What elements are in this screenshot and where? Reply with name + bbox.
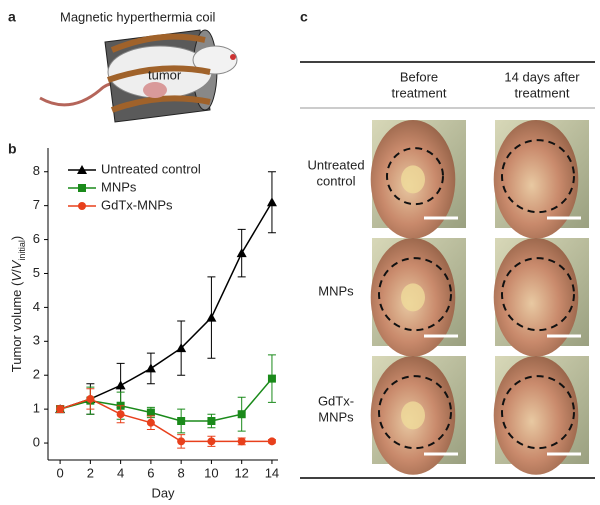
marker: [236, 248, 247, 258]
marker: [177, 417, 186, 425]
marker: [207, 417, 216, 425]
y-axis-label-part: /: [9, 269, 24, 273]
marker: [116, 410, 125, 419]
marker: [237, 410, 246, 419]
photo-tumor: [493, 356, 579, 475]
row-label: control: [316, 173, 355, 188]
x-axis-label: Day: [151, 485, 175, 500]
y-tick-label: 6: [33, 231, 40, 246]
x-tick-label: 10: [204, 465, 218, 480]
legend-label: MNPs: [101, 179, 137, 194]
y-axis-label-part: initial: [17, 240, 27, 261]
x-tick-label: 2: [87, 465, 94, 480]
photo-nodule: [401, 401, 425, 430]
marker: [206, 312, 217, 322]
column-header: treatment: [392, 85, 447, 100]
y-axis-label-part: V: [9, 272, 24, 282]
marker: [207, 437, 216, 446]
column-header: treatment: [515, 85, 570, 100]
x-tick-label: 0: [56, 465, 63, 480]
marker: [146, 408, 155, 417]
marker: [267, 437, 276, 446]
panel-label: b: [8, 141, 17, 157]
row-label: Untreated: [307, 157, 364, 172]
series-line: [59, 201, 273, 410]
legend-label: GdTx-MNPs: [101, 197, 173, 212]
panel-label: c: [300, 9, 308, 25]
marker: [177, 437, 186, 446]
column-header: Before: [400, 69, 438, 84]
y-axis-label-part: V: [9, 259, 24, 269]
marker: [77, 165, 87, 174]
column-header: 14 days after: [504, 69, 580, 84]
tumor-outline: [378, 375, 452, 450]
y-tick-label: 0: [33, 434, 40, 449]
marker: [86, 394, 95, 403]
panel-label: a: [8, 9, 16, 25]
tumor-outline: [501, 139, 575, 214]
x-tick-label: 4: [117, 465, 124, 480]
x-tick-label: 14: [265, 465, 279, 480]
y-axis-label: Tumor volume (V/Vinitial): [9, 236, 27, 372]
y-tick-label: 3: [33, 333, 40, 348]
marker: [78, 202, 86, 210]
legend-label: Untreated control: [101, 161, 201, 176]
y-axis-label-part: ): [9, 236, 24, 240]
tumor-outline: [501, 375, 575, 450]
y-tick-label: 2: [33, 367, 40, 382]
y-tick-label: 7: [33, 197, 40, 212]
photo-nodule: [401, 283, 425, 312]
photo-tumor: [493, 238, 579, 357]
photo-nodule: [401, 165, 425, 194]
y-tick-label: 1: [33, 401, 40, 416]
tumor-outline: [378, 257, 452, 332]
row-label: MNPs: [318, 409, 354, 424]
tumor-outline: [386, 147, 444, 206]
y-axis-label-part: Tumor volume (: [9, 281, 24, 372]
y-tick-label: 8: [33, 163, 40, 178]
row-label: GdTx-: [318, 393, 354, 408]
marker: [176, 343, 187, 353]
x-tick-label: 8: [178, 465, 185, 480]
marker: [56, 405, 65, 414]
marker: [146, 418, 155, 427]
photo-tumor: [493, 119, 579, 239]
coil-illustration: [39, 29, 238, 123]
series-line: [59, 398, 272, 443]
marker: [266, 197, 277, 207]
x-tick-label: 12: [234, 465, 248, 480]
y-tick-label: 4: [33, 299, 40, 314]
marker: [267, 374, 276, 383]
marker: [78, 184, 86, 192]
marker: [237, 437, 246, 446]
tumor-outline: [501, 257, 575, 332]
y-tick-label: 5: [33, 265, 40, 280]
illustration-title: Magnetic hyperthermia coil: [60, 9, 215, 24]
marker: [145, 363, 156, 373]
row-label: MNPs: [318, 283, 354, 298]
tumor-label: tumor: [148, 67, 182, 82]
x-tick-label: 6: [147, 465, 154, 480]
marker: [115, 380, 126, 390]
